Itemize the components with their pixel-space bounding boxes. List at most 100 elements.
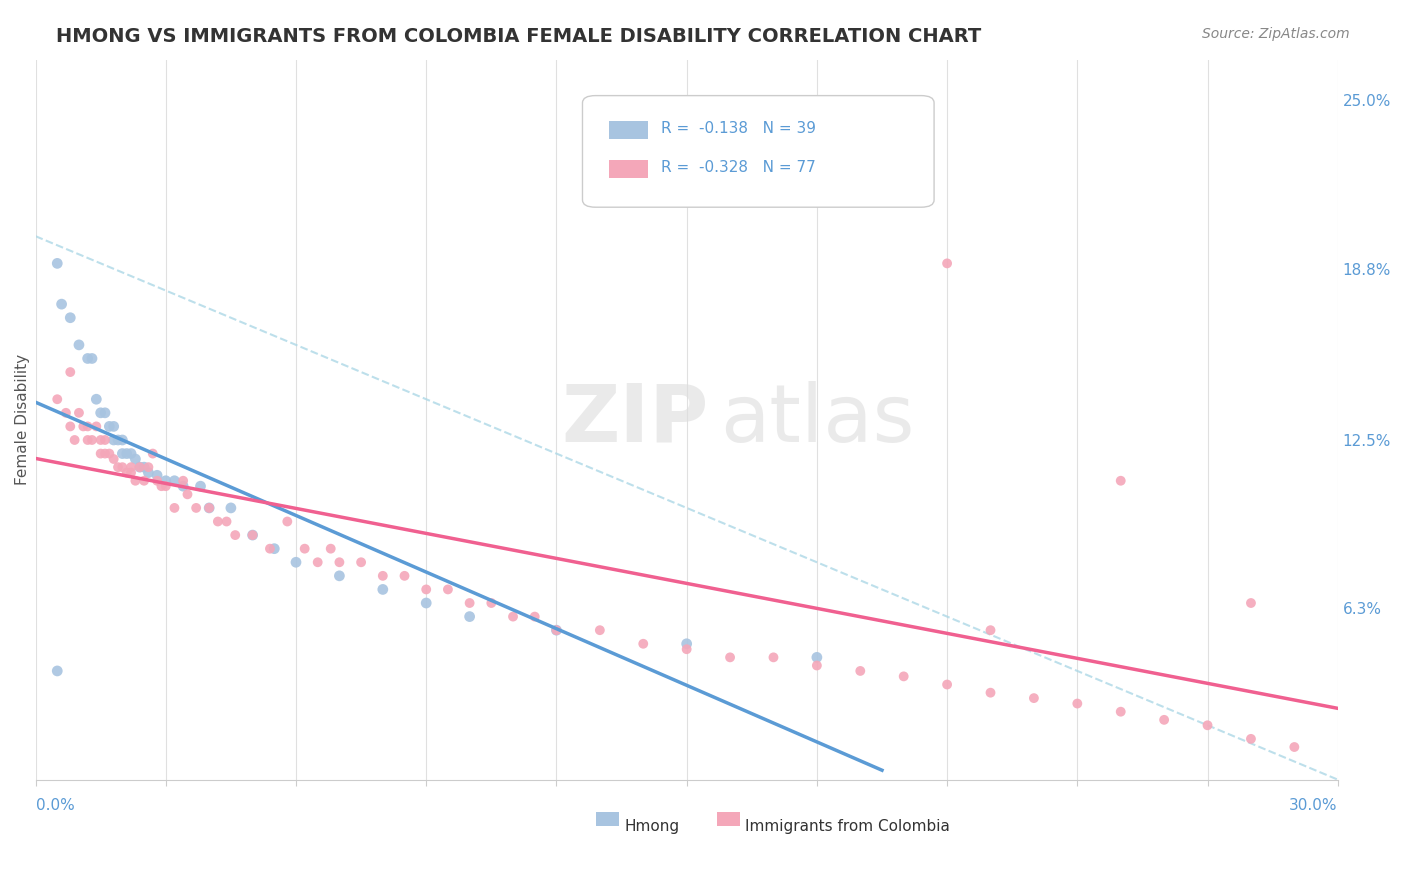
Point — [103, 433, 125, 447]
Point — [1022, 691, 1045, 706]
Point — [98, 446, 121, 460]
Point — [111, 446, 134, 460]
Point — [80, 433, 103, 447]
Point — [150, 479, 173, 493]
Point — [80, 351, 103, 366]
Text: Source: ZipAtlas.com: Source: ZipAtlas.com — [1202, 27, 1350, 41]
Point — [76, 433, 98, 447]
Text: Hmong: Hmong — [624, 819, 679, 834]
Point — [633, 637, 655, 651]
Text: ZIP: ZIP — [561, 381, 709, 458]
Point — [98, 419, 121, 434]
FancyBboxPatch shape — [582, 95, 934, 207]
Point — [294, 541, 316, 556]
Point — [242, 528, 264, 542]
Point — [94, 433, 117, 447]
Point — [115, 466, 138, 480]
Point — [146, 474, 169, 488]
Point — [103, 452, 125, 467]
Bar — [609, 120, 648, 139]
Text: R =  -0.138   N = 39: R = -0.138 N = 39 — [661, 120, 815, 136]
Point — [128, 460, 150, 475]
Point — [936, 256, 959, 270]
Point — [172, 479, 194, 493]
Point — [675, 642, 697, 657]
Point — [263, 541, 285, 556]
Point — [138, 466, 160, 480]
Bar — [717, 812, 740, 826]
Point — [207, 515, 229, 529]
Point — [893, 669, 915, 683]
Point — [86, 419, 108, 434]
Point — [86, 392, 108, 407]
Point — [806, 658, 828, 673]
Point — [1066, 697, 1088, 711]
Point — [176, 487, 198, 501]
Point — [1240, 596, 1263, 610]
Point — [1240, 731, 1263, 746]
Point — [63, 433, 86, 447]
Point — [371, 569, 394, 583]
Point — [242, 528, 264, 542]
Point — [51, 297, 73, 311]
Point — [1153, 713, 1175, 727]
Point — [59, 310, 82, 325]
Point — [90, 406, 112, 420]
Point — [979, 623, 1001, 637]
Point — [186, 500, 208, 515]
Point — [94, 446, 117, 460]
Point — [224, 528, 246, 542]
Point — [155, 479, 177, 493]
Y-axis label: Female Disability: Female Disability — [15, 354, 30, 485]
Bar — [609, 161, 648, 178]
Point — [59, 365, 82, 379]
Point — [1109, 474, 1132, 488]
Point — [328, 555, 350, 569]
Point — [115, 446, 138, 460]
Point — [76, 351, 98, 366]
Point — [124, 452, 146, 467]
Point — [479, 596, 502, 610]
Point — [111, 460, 134, 475]
Point — [276, 515, 298, 529]
Point — [502, 609, 524, 624]
Point — [675, 637, 697, 651]
Point — [319, 541, 342, 556]
Bar — [596, 812, 619, 826]
Point — [67, 338, 90, 352]
Point — [146, 468, 169, 483]
Point — [893, 107, 915, 121]
Point — [76, 419, 98, 434]
Text: 30.0%: 30.0% — [1289, 797, 1337, 813]
Point — [415, 582, 437, 597]
Point — [523, 609, 546, 624]
Point — [111, 433, 134, 447]
Point — [55, 406, 77, 420]
Point — [936, 677, 959, 691]
Point — [589, 623, 612, 637]
Point — [849, 664, 872, 678]
Point — [458, 609, 481, 624]
Point — [120, 460, 142, 475]
Point — [90, 433, 112, 447]
Point — [219, 500, 242, 515]
Point — [46, 392, 69, 407]
Point — [172, 474, 194, 488]
Point — [72, 419, 94, 434]
Point — [59, 419, 82, 434]
Point — [198, 500, 221, 515]
Point — [215, 515, 238, 529]
Point — [806, 650, 828, 665]
Point — [138, 460, 160, 475]
Point — [128, 460, 150, 475]
Point — [1284, 739, 1306, 754]
Point — [546, 623, 568, 637]
Point — [163, 500, 186, 515]
Point — [107, 460, 129, 475]
Point — [142, 446, 165, 460]
Point — [437, 582, 460, 597]
Point — [394, 569, 416, 583]
Point — [285, 555, 308, 569]
Point — [46, 664, 69, 678]
Point — [163, 474, 186, 488]
